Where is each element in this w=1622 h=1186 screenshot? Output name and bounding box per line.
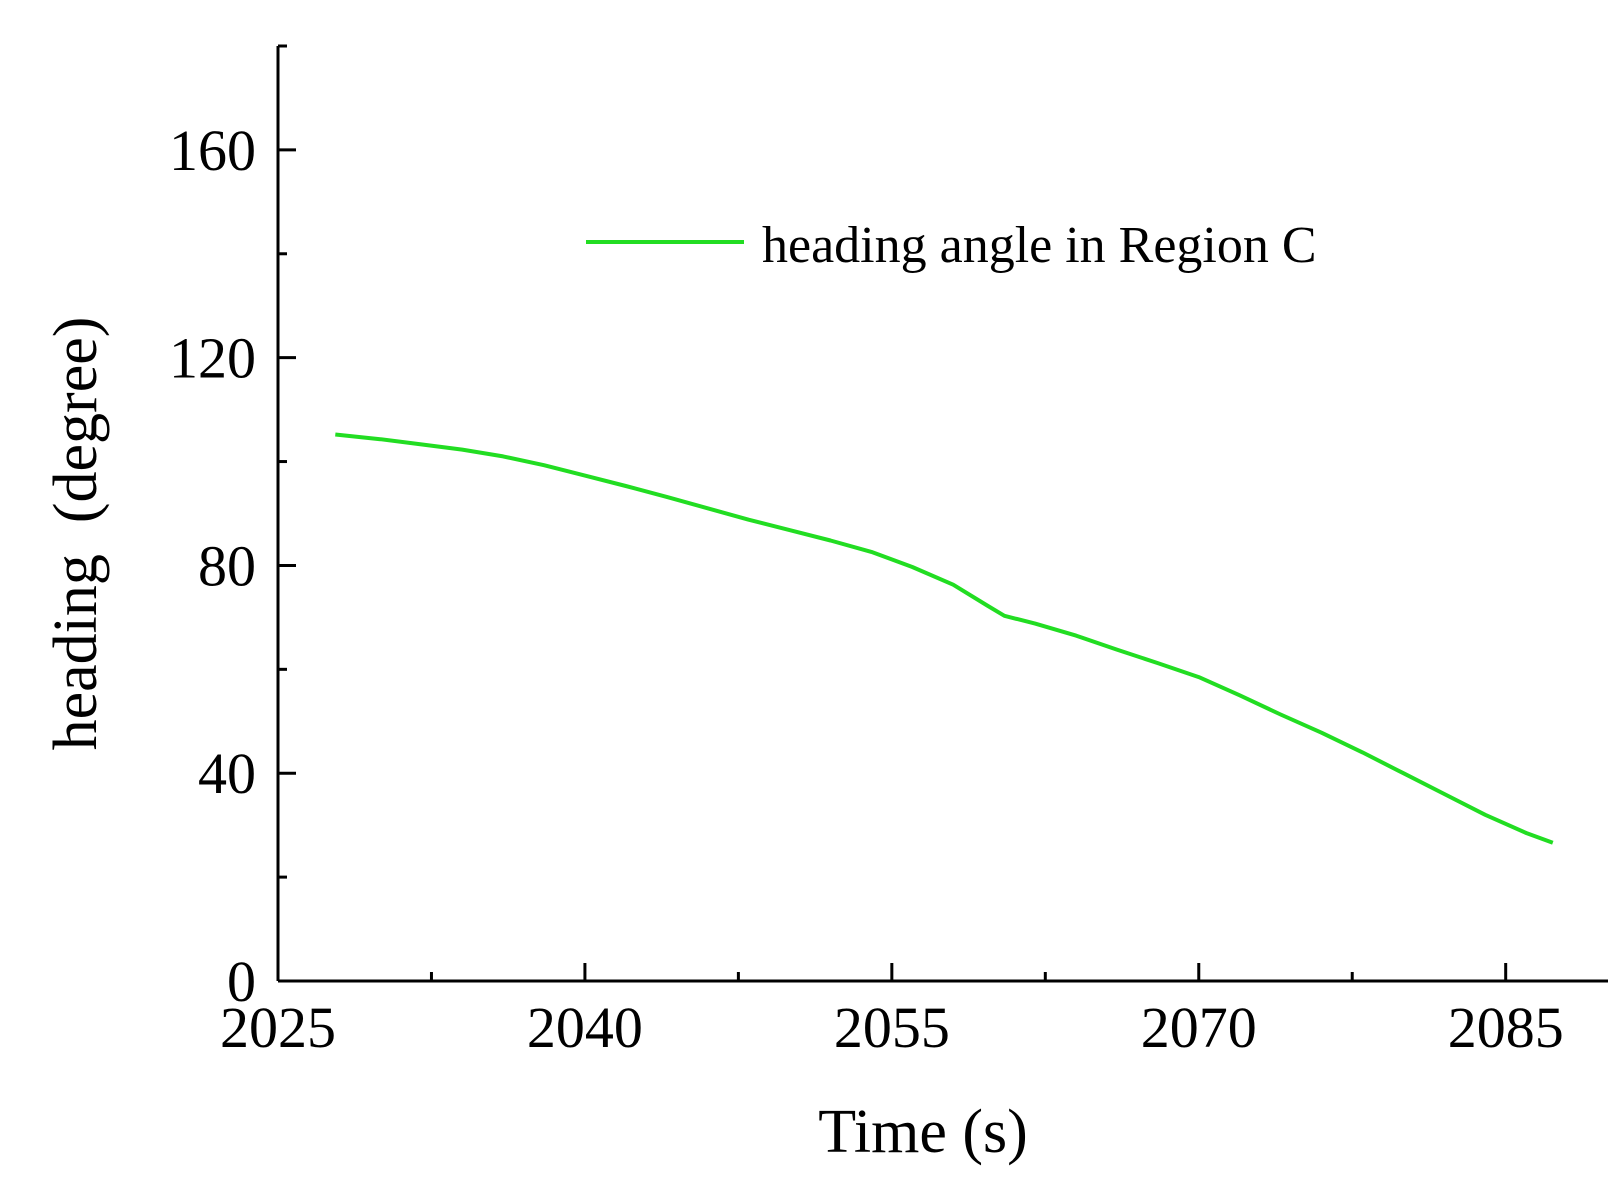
y-axis-title: heading (degree) [42,317,110,751]
axes [276,46,1608,983]
y-tick-label: 80 [198,533,256,598]
x-axis-title: Time (s) [818,1098,1028,1166]
x-tick-label: 2025 [220,995,336,1060]
y-tick-label: 120 [169,326,256,391]
legend-label: heading angle in Region C [762,217,1317,274]
x-tick-label: 2070 [1141,995,1257,1060]
ticks: 2025 2040 2055 2070 2085 0 40 80 120 160 [169,44,1564,1060]
legend: heading angle in Region C [586,217,1317,274]
y-tick-label: 160 [169,118,256,183]
series-line-heading-angle [335,432,1554,845]
x-tick-label: 2085 [1448,995,1564,1060]
y-tick-label: 0 [227,949,256,1014]
x-tick-label: 2040 [527,995,643,1060]
y-tick-label: 40 [198,741,256,806]
plot-area [335,432,1554,845]
x-tick-label: 2055 [834,995,950,1060]
